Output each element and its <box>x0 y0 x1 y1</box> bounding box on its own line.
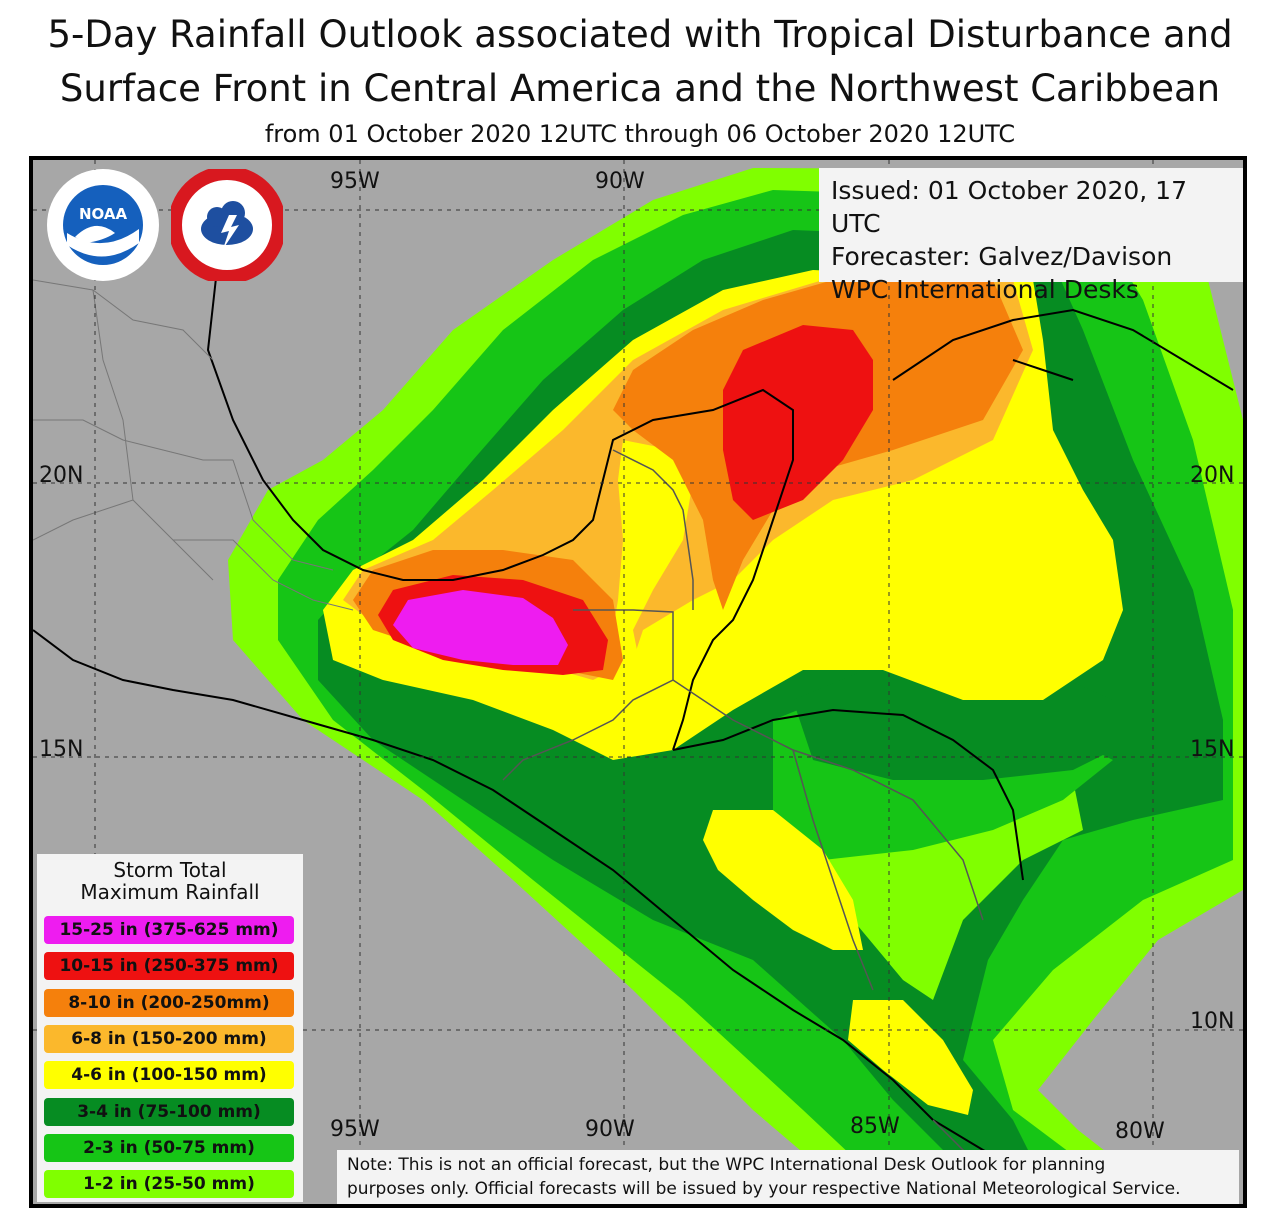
country-borders <box>502 449 1004 1181</box>
legend-item: 8-10 in (200-250mm) <box>44 988 294 1017</box>
mexico-state-borders <box>33 279 354 611</box>
disclaimer-line-2: purposes only. Official forecasts will b… <box>347 1179 1181 1199</box>
lat-label-right-20n: 20N <box>1190 463 1235 488</box>
lon-label-bottom-85w: 85W <box>850 1114 900 1139</box>
lat-label-left-20n: 20N <box>39 463 84 488</box>
lon-label-bottom-80w: 80W <box>1115 1119 1165 1144</box>
legend-title-line-2: Maximum Rainfall <box>80 880 260 904</box>
rainfall-map-canvas <box>33 160 1243 1204</box>
issued-info-box: Issued: 01 October 2020, 17 UTC Forecast… <box>819 168 1243 304</box>
map-title-line-2: Surface Front in Central America and the… <box>59 67 1221 110</box>
contour-15-25in <box>393 590 568 665</box>
disclaimer-note: Note: This is not an official forecast, … <box>337 1150 1239 1204</box>
lon-label-top-90w: 90W <box>595 169 645 194</box>
noaa-logo: NOAA <box>47 169 159 281</box>
legend-item: 1-2 in (25-50 mm) <box>44 1170 294 1199</box>
coastlines <box>33 179 1234 1201</box>
legend-item: 4-6 in (100-150 mm) <box>44 1061 294 1090</box>
lon-label-top-95w: 95W <box>330 169 380 194</box>
legend-title-line-1: Storm Total <box>113 858 227 882</box>
noaa-logo-text: NOAA <box>79 205 128 223</box>
legend-item: 6-8 in (150-200 mm) <box>44 1024 294 1053</box>
forecaster-name: Forecaster: Galvez/Davison <box>831 242 1173 271</box>
legend-item: 15-25 in (375-625 mm) <box>44 916 294 944</box>
disclaimer-line-1: Note: This is not an official forecast, … <box>347 1155 1106 1175</box>
lon-label-bottom-90w: 90W <box>585 1117 635 1142</box>
lat-label-left-15n: 15N <box>39 737 84 762</box>
map-subtitle: from 01 October 2020 12UTC through 06 Oc… <box>264 120 1016 148</box>
lat-label-right-10n: 10N <box>1190 1009 1235 1034</box>
lon-label-bottom-95w: 95W <box>330 1117 380 1142</box>
issued-date: Issued: 01 October 2020, 17 UTC <box>831 176 1187 238</box>
lat-label-right-15n: 15N <box>1190 737 1235 762</box>
rainfall-map: 95W 90W 95W 90W 85W 80W 20N 15N 20N 15N … <box>29 156 1247 1208</box>
rainfall-legend: Storm Total Maximum Rainfall 15-25 in (3… <box>37 854 303 1202</box>
issuing-office: WPC International Desks <box>831 275 1139 304</box>
legend-item: 3-4 in (75-100 mm) <box>44 1097 294 1126</box>
legend-item: 2-3 in (50-75 mm) <box>44 1133 294 1162</box>
map-title-line-1: 5-Day Rainfall Outlook associated with T… <box>47 13 1233 56</box>
legend-item: 10-15 in (250-375 mm) <box>44 952 294 981</box>
national-weather-service-seal-icon <box>171 169 283 281</box>
